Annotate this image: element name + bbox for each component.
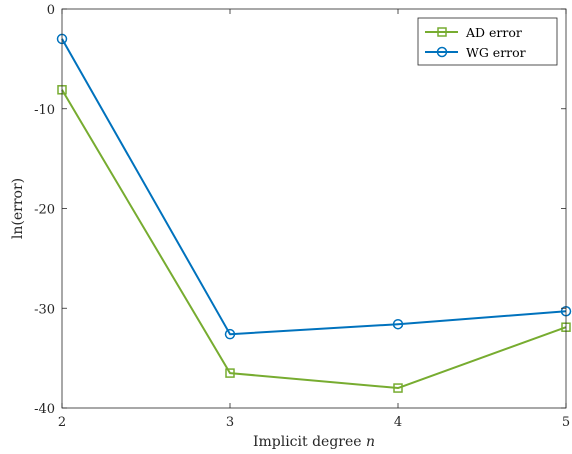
x-tick-label: 5: [562, 415, 570, 430]
y-tick-label: -40: [34, 402, 55, 417]
plot-area: [62, 9, 566, 408]
y-tick-label: -30: [34, 302, 55, 317]
legend-wg-label: WG error: [466, 45, 526, 60]
data-point-ad-error: [393, 383, 403, 393]
series-line-wg-error: [61, 38, 567, 336]
y-tick-label: -10: [34, 103, 55, 118]
legend-ad-label: AD error: [465, 25, 522, 40]
data-point-wg-error: [392, 318, 404, 330]
legend-ad-marker: [437, 27, 447, 37]
legend: AD error WG error: [417, 17, 558, 66]
x-tick-label: 3: [226, 415, 234, 430]
axes: 2 3 4 5 0 -10 -20 -30 -40: [34, 3, 570, 430]
legend-wg-marker: [436, 46, 448, 58]
data-point-ad-error: [225, 368, 235, 378]
data-point-wg-error: [224, 328, 236, 340]
x-tick-label: 4: [394, 415, 402, 430]
series-line-ad-error: [61, 89, 567, 390]
x-tick-label: 2: [58, 415, 66, 430]
y-tick-label: 0: [47, 3, 55, 18]
x-axis-label: Implicit degree n: [253, 434, 375, 450]
y-axis-label: ln(error): [10, 178, 26, 239]
y-tick-label: -20: [34, 203, 55, 218]
